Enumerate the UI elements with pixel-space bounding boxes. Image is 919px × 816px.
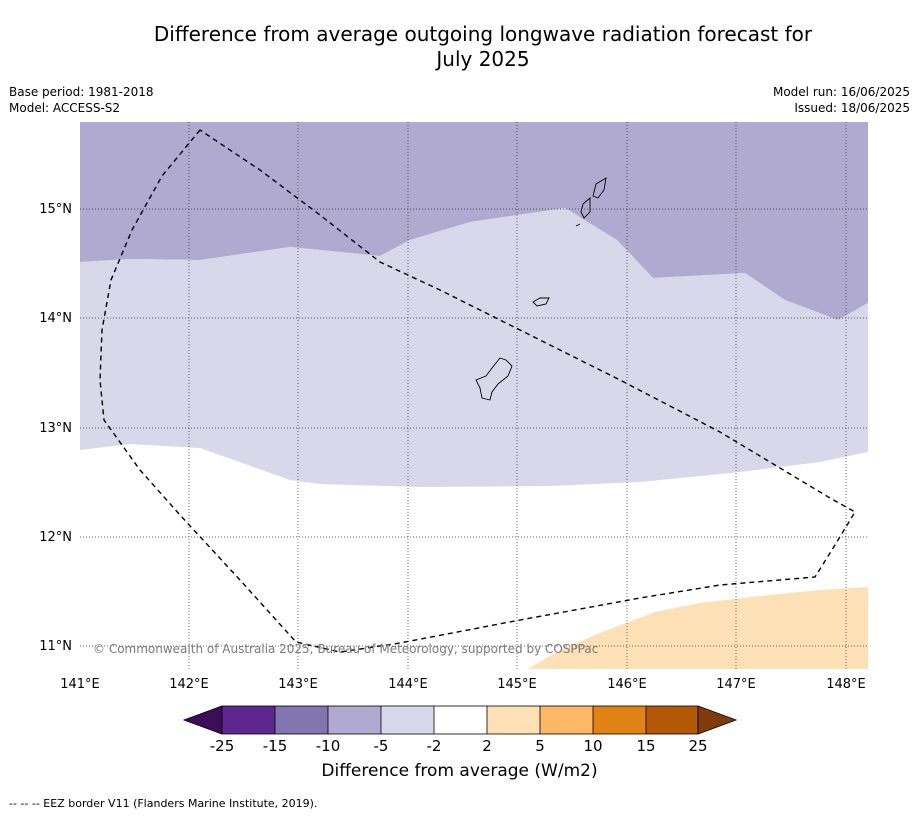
colorbar-segment [222, 706, 275, 734]
lon-label: 146°E [607, 677, 647, 692]
colorbar-segment [540, 706, 593, 734]
lat-labels: 15°N 14°N 13°N 12°N 11°N [39, 202, 72, 654]
lon-label: 145°E [497, 677, 537, 692]
lon-label: 144°E [388, 677, 428, 692]
colorbar-segment [381, 706, 434, 734]
colorbar-segment [646, 706, 698, 734]
base-period: Base period: 1981-2018 [9, 85, 154, 99]
island-saipan [592, 177, 607, 199]
model-run: Model run: 16/06/2025 [772, 85, 910, 99]
lon-label: 143°E [278, 677, 318, 692]
colorbar-tick: -15 [263, 737, 288, 755]
colorbar-label: Difference from average (W/m2) [321, 761, 598, 781]
colorbar-segment [593, 706, 646, 734]
map-title: Difference from average outgoing longwav… [100, 22, 866, 72]
map-panel: © Commonwealth of Australia 2025, Bureau… [80, 122, 868, 669]
colorbar-tick: 25 [688, 737, 707, 755]
colorbar-tick: -5 [374, 737, 389, 755]
lon-label: 141°E [60, 677, 100, 692]
colorbar-tick: 5 [535, 737, 545, 755]
map-copyright: © Commonwealth of Australia 2025, Bureau… [93, 642, 598, 656]
colorbar-segment [275, 706, 328, 734]
lon-label: 147°E [716, 677, 756, 692]
title-line-1: Difference from average outgoing longwav… [153, 22, 813, 46]
colorbar-tick: 2 [482, 737, 492, 755]
colorbar-tick: -25 [210, 737, 235, 755]
anomaly-region-plus2 [528, 587, 868, 669]
model-name: Model: ACCESS-S2 [9, 101, 121, 115]
colorbar-tick: 10 [583, 737, 602, 755]
colorbar: -25 -15 -10 -5 -2 2 5 10 15 25 [182, 705, 738, 755]
meta-right: Model run: 16/06/2025 Issued: 18/06/2025 [773, 84, 910, 116]
eez-border [99, 129, 856, 653]
island-aguijan [575, 223, 581, 227]
lon-labels: 141°E 142°E 143°E 144°E 145°E 146°E 147°… [60, 677, 866, 692]
lon-label: 142°E [169, 677, 209, 692]
colorbar-tick: -10 [316, 737, 341, 755]
island-guam [475, 357, 513, 401]
islands [475, 177, 607, 401]
colorbar-low-extension [182, 705, 223, 735]
island-rota [532, 297, 550, 307]
eez-legend-note: -- -- -- EEZ border V11 (Flanders Marine… [9, 797, 318, 810]
colorbar-high-extension [697, 705, 738, 735]
colorbar-segment [487, 706, 540, 734]
island-tinian [580, 197, 591, 219]
colorbar-segment [328, 706, 381, 734]
lat-label: 12°N [39, 530, 72, 545]
title-line-2: July 2025 [436, 47, 530, 71]
colorbar-segment [434, 706, 487, 734]
graticule [80, 122, 868, 669]
colorbar-tick: -2 [427, 737, 442, 755]
lon-label: 148°E [826, 677, 866, 692]
lat-label: 11°N [39, 639, 72, 654]
anomaly-region-minus5 [80, 208, 868, 487]
lat-label: 15°N [39, 202, 72, 217]
anomaly-region-minus10 [80, 122, 868, 320]
lat-label: 13°N [39, 421, 72, 436]
issued-date: Issued: 18/06/2025 [794, 101, 910, 115]
meta-left: Base period: 1981-2018 Model: ACCESS-S2 [9, 84, 154, 116]
lat-label: 14°N [39, 311, 72, 326]
colorbar-tick: 15 [636, 737, 655, 755]
